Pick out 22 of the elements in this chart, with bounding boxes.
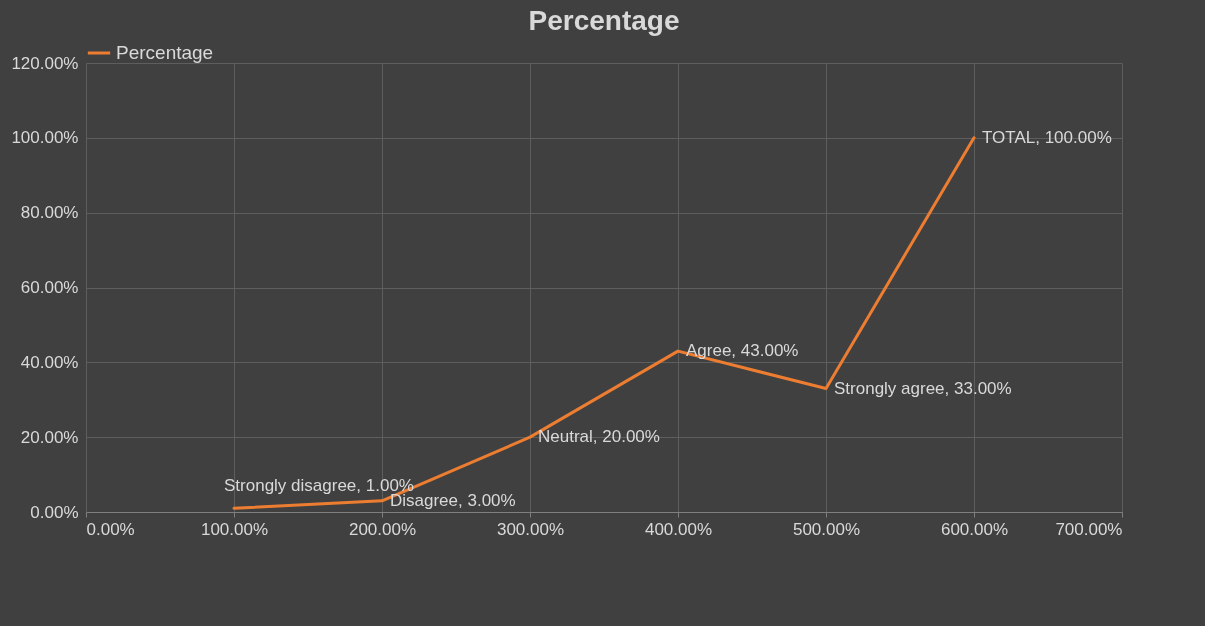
chart-title: Percentage: [528, 5, 680, 36]
data-label: TOTAL, 100.00%: [982, 127, 1112, 147]
x-tick-label: 300.00%: [496, 519, 565, 539]
y-tick-label: 80.00%: [20, 203, 79, 223]
x-tick-label: 600.00%: [940, 519, 1009, 539]
x-tick-label: 100.00%: [200, 519, 269, 539]
x-tick-label: 500.00%: [792, 519, 861, 539]
data-label: Neutral, 20.00%: [538, 427, 660, 447]
x-tick-label: 400.00%: [644, 519, 713, 539]
x-tick-label: 700.00%: [1055, 519, 1123, 539]
y-tick-label: 60.00%: [20, 278, 79, 297]
x-tick-label: 0.00%: [86, 519, 135, 539]
y-tick-label: 120.00%: [11, 53, 79, 73]
y-tick-label: 0.00%: [30, 502, 79, 522]
y-tick-label: 20.00%: [20, 427, 79, 447]
x-tick-label: 200.00%: [348, 519, 417, 539]
y-tick-label: 40.00%: [20, 352, 79, 372]
data-label: Disagree, 3.00%: [390, 490, 516, 510]
data-label: Agree, 43.00%: [686, 341, 799, 361]
legend-label: Percentage: [116, 42, 214, 63]
y-tick-label: 100.00%: [11, 128, 79, 148]
data-label: Strongly agree, 33.00%: [834, 378, 1012, 398]
